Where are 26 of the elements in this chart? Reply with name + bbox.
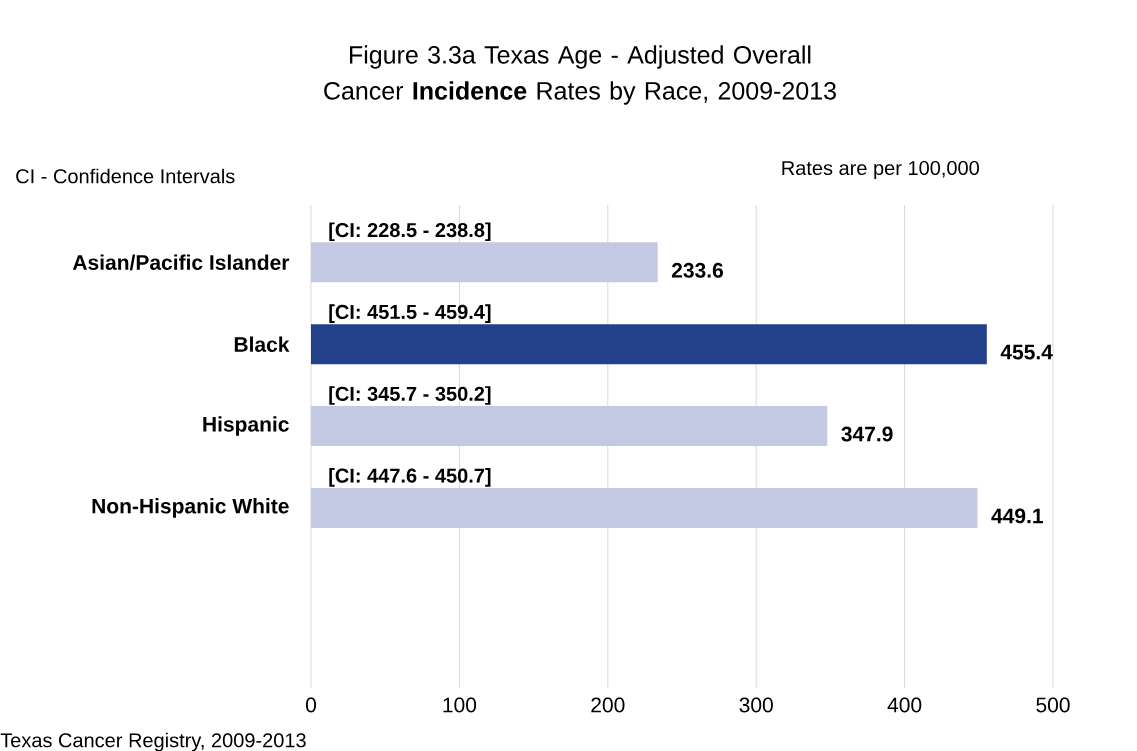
chart-title: Figure 3.3a Texas Age - Adjusted Overall Cancer Incidence Rates by Race, 2009-2013 — [324, 45, 836, 105]
bar — [311, 405, 828, 446]
annotation: [CI: 447.6 - 450.7] — [329, 467, 491, 487]
y-tick-label: Black — [234, 336, 290, 352]
text: Rates are per 100,000 — [782, 160, 979, 179]
y-tick-label: Non-Hispanic White — [92, 497, 289, 518]
annotation: [CI: 451.5 - 459.4] — [329, 304, 491, 323]
x-tick-label: 500 — [1036, 697, 1070, 713]
data-label: 449.1 — [991, 508, 1043, 524]
x-tick-label: 400 — [887, 697, 922, 713]
data-label: 233.6 — [671, 262, 723, 278]
x-tick-label: 300 — [739, 697, 773, 713]
text: [CI: 228.5 - 238.8] — [329, 222, 491, 241]
text: Texas Cancer Registry, 2009-2013 — [0, 732, 306, 751]
bar — [311, 487, 978, 528]
annotation: [CI: 345.7 - 350.2] — [329, 386, 491, 405]
x-tick-label: 100 — [443, 697, 477, 713]
x-tick-label: 200 — [591, 697, 625, 713]
bar — [311, 324, 987, 365]
text: CI - Confidence Intervals — [16, 168, 235, 184]
y-tick-label: Hispanic — [203, 416, 289, 436]
data-label: 455.4 — [1000, 344, 1053, 360]
x-tick-label: 0 — [305, 697, 317, 713]
y-tick-label: Asian/Pacific Islander — [72, 254, 290, 270]
data-label: 347.9 — [841, 426, 893, 442]
bar — [311, 242, 658, 283]
